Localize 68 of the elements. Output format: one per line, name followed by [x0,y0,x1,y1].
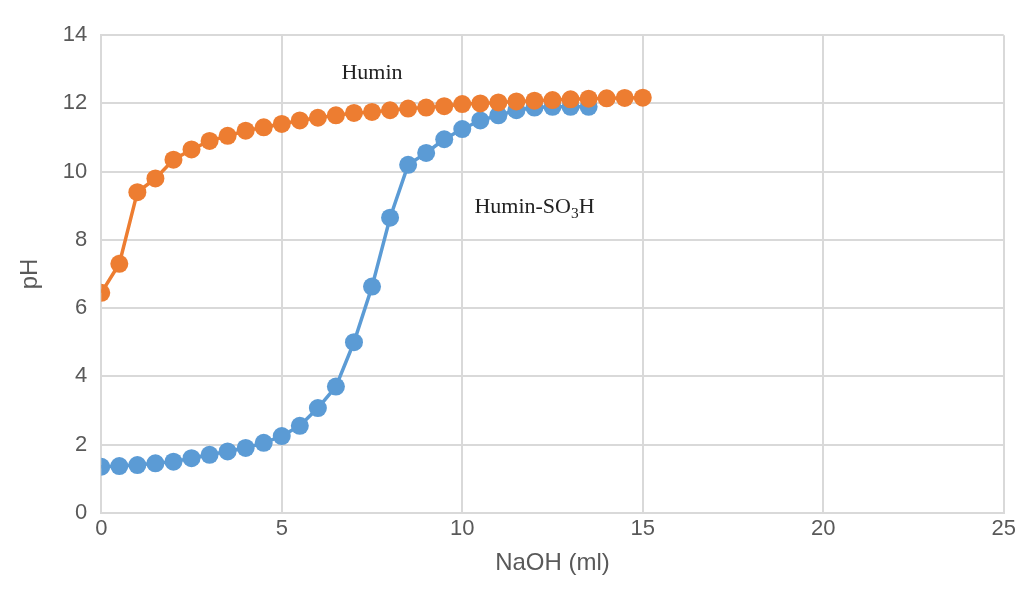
point [579,89,598,108]
point [290,111,309,130]
point [308,108,327,127]
point [417,98,436,117]
point [363,102,382,121]
point [326,377,345,396]
y-tick-label: 0 [75,498,88,524]
point [236,121,255,140]
point [254,433,273,452]
point [218,442,237,461]
point [344,333,363,352]
point [344,103,363,122]
x-tick-label: 15 [630,515,656,541]
point [110,254,129,273]
point [326,106,345,125]
point [381,101,400,120]
point [272,114,291,133]
x-axis-title: NaOH (ml) [495,548,610,576]
point [254,118,273,137]
point [453,95,472,114]
point [615,88,634,107]
point [236,438,255,457]
point [308,399,327,418]
point [128,456,147,475]
point [164,150,183,169]
point [146,454,165,473]
point [290,416,309,435]
point [200,445,219,464]
point [146,169,165,188]
point [200,131,219,150]
point [507,92,526,111]
point [182,449,201,468]
y-axis-title: pH [15,258,43,290]
point [399,99,418,118]
series-label: Humin [341,59,403,85]
x-tick-label: 20 [811,515,836,541]
y-tick-label: 6 [75,294,88,320]
point [164,452,183,471]
point [543,91,562,110]
point [435,130,454,149]
point [182,140,201,159]
point [471,111,490,130]
point [272,427,291,446]
y-tick-label: 8 [75,225,88,251]
point [597,89,616,108]
point [435,97,454,116]
point [471,94,490,113]
y-tick-label: 10 [62,157,88,183]
y-tick-label: 4 [75,362,88,388]
x-tick-label: 10 [450,515,475,541]
point [399,155,418,174]
y-tick-label: 2 [75,430,88,456]
point [489,93,508,112]
x-tick-label: 0 [95,515,108,541]
point [453,120,472,139]
point [363,277,382,296]
y-tick-label: 12 [62,89,88,115]
point [218,126,237,145]
point [110,457,129,476]
point [128,183,147,202]
point [525,91,544,110]
point [633,88,652,107]
x-tick-label: 25 [991,515,1017,541]
x-tick-label: 5 [275,515,288,541]
point [561,90,580,109]
point [417,143,436,162]
point [381,208,400,227]
y-tick-label: 14 [62,21,88,47]
